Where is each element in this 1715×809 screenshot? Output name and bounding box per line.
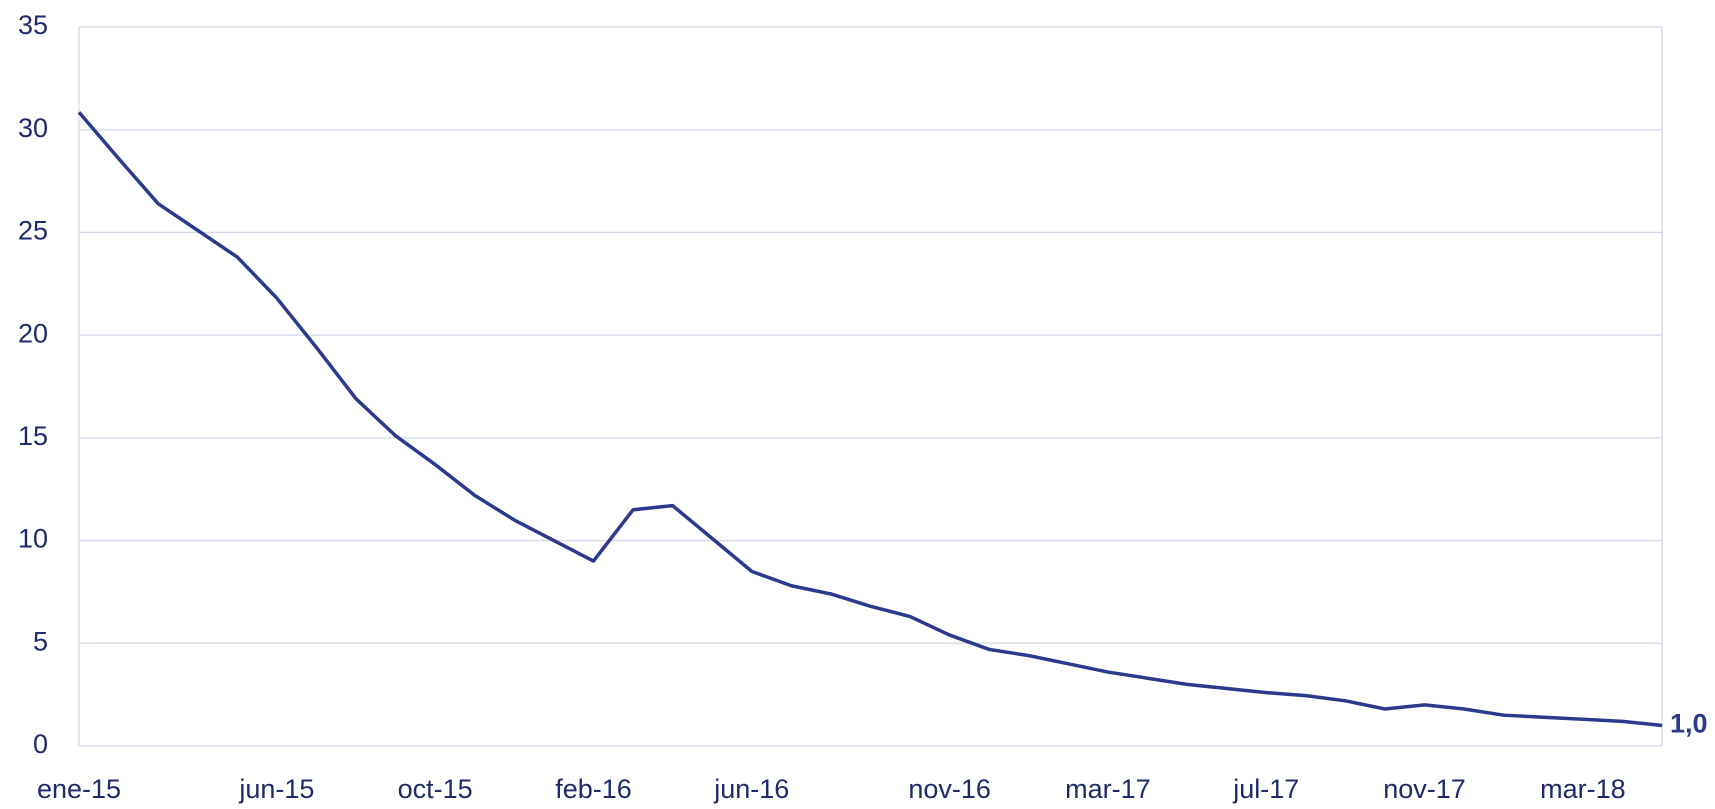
y-tick-label: 30 xyxy=(18,113,48,143)
y-tick-label: 20 xyxy=(18,318,48,348)
x-tick-label: jun-15 xyxy=(238,774,314,804)
x-tick-label: jul-17 xyxy=(1232,774,1299,804)
x-tick-label: ene-15 xyxy=(37,774,121,804)
y-tick-label: 15 xyxy=(18,421,48,451)
x-tick-label: mar-18 xyxy=(1540,774,1626,804)
x-tick-label: nov-17 xyxy=(1383,774,1466,804)
y-tick-label: 10 xyxy=(18,524,48,554)
y-tick-label: 25 xyxy=(18,216,48,246)
line-series xyxy=(77,111,1663,728)
x-tick-label: feb-16 xyxy=(555,774,632,804)
y-tick-label: 5 xyxy=(33,626,48,656)
x-tick-label: nov-16 xyxy=(908,774,991,804)
data-label: 1,0 xyxy=(1670,709,1708,739)
x-tick-label: mar-17 xyxy=(1065,774,1151,804)
y-tick-label: 35 xyxy=(18,10,48,40)
x-tick-label: oct-15 xyxy=(398,774,473,804)
y-tick-label: 0 xyxy=(33,729,48,759)
x-tick-label: jun-16 xyxy=(713,774,789,804)
